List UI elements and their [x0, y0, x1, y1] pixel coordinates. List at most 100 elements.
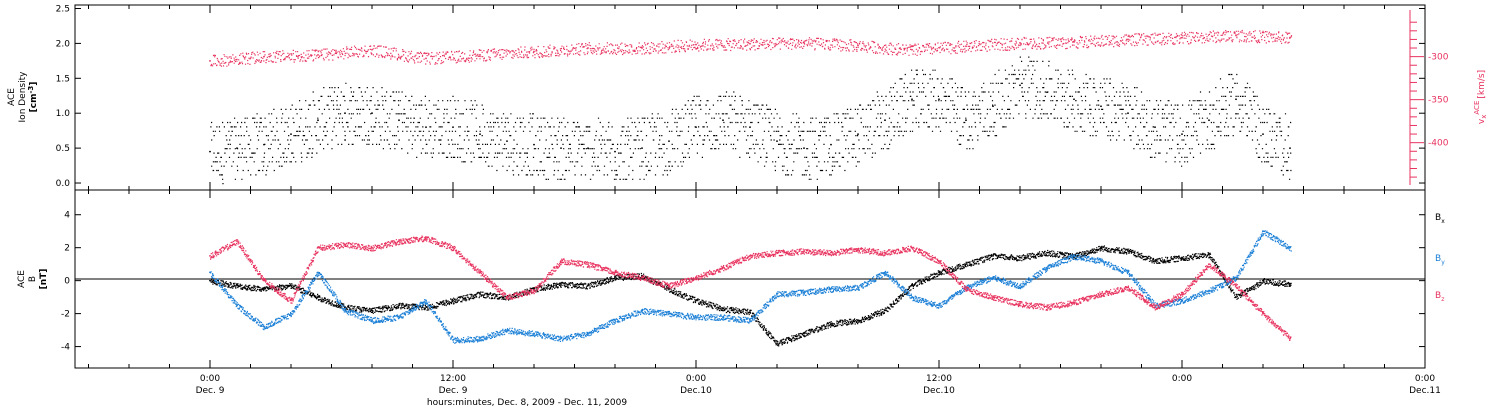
data-point-bx [371, 309, 373, 312]
data-point-density [1046, 91, 1048, 94]
data-point-bz [587, 263, 589, 266]
data-point-bz [938, 259, 940, 262]
series-density [209, 56, 1292, 185]
series-vx-points [210, 29, 1293, 67]
data-point-density [560, 147, 562, 150]
data-point-vx [911, 48, 913, 51]
data-point-bz [722, 266, 724, 269]
data-point-by [1073, 255, 1075, 257]
data-point-by [1235, 276, 1237, 279]
data-point-bx [911, 284, 913, 287]
data-point-by [641, 309, 643, 312]
data-point-bz [965, 287, 967, 290]
data-point-vx [857, 44, 859, 47]
data-point-bz [506, 296, 508, 299]
x-tick-time-label: 12:00 [440, 374, 466, 384]
data-point-vx [263, 55, 265, 58]
data-point-bz [317, 246, 319, 249]
data-point-density [425, 126, 427, 129]
data-point-by [911, 296, 913, 299]
data-point-by [506, 329, 508, 331]
series-bx [209, 245, 1292, 347]
data-series [209, 29, 1293, 347]
data-point-bz [992, 296, 994, 299]
data-point-bz [371, 246, 373, 249]
data-point-bx [425, 306, 427, 308]
data-point-bx [830, 322, 832, 325]
data-point-density [506, 140, 508, 143]
data-point-bx [587, 284, 589, 287]
data-point-density [1100, 105, 1102, 108]
data-point-by [587, 332, 589, 335]
vx-label-unit: [km/s] [1477, 70, 1487, 99]
data-point-bx [1208, 253, 1210, 256]
data-point-by [1289, 246, 1291, 249]
data-point-density [857, 133, 859, 136]
legend-bz-sub: z [1441, 296, 1444, 303]
data-point-density [911, 98, 913, 101]
series-vx [209, 29, 1293, 67]
data-point-bz [695, 276, 697, 279]
data-point-vx [1289, 36, 1291, 39]
b-ylabel-line2: B [28, 276, 38, 282]
data-point-density [776, 140, 778, 143]
data-point-by [452, 339, 454, 341]
data-point-density [668, 140, 670, 143]
data-point-bz [1046, 306, 1048, 308]
legend-bx: Bx [1435, 213, 1445, 225]
data-point-density [371, 112, 373, 115]
data-point-bz [344, 243, 346, 246]
data-point-density [749, 126, 751, 129]
data-point-by [209, 271, 211, 274]
data-point-bx [1046, 251, 1048, 254]
data-point-bz [290, 299, 292, 302]
data-point-vx [317, 54, 319, 56]
data-point-by [1181, 299, 1183, 302]
data-point-by [290, 312, 292, 315]
b-ytick-label: -4 [61, 343, 70, 353]
series-bz [209, 235, 1292, 341]
legend-bx-name: B [1435, 213, 1441, 223]
data-point-bz [1154, 306, 1156, 308]
data-point-bz [830, 251, 832, 254]
vx-label-sup: ACE [1473, 101, 1481, 115]
data-point-by [992, 276, 994, 279]
series-by-points [210, 230, 1292, 344]
data-point-by [236, 304, 238, 307]
data-point-bx [1019, 256, 1021, 259]
data-point-vx [641, 47, 643, 49]
data-point-bz [776, 251, 778, 254]
data-point-bx [857, 319, 859, 322]
b-ylabel-line1: ACE [17, 270, 27, 288]
data-point-by [1262, 230, 1264, 233]
x-tick-date-label: Dec. 9 [439, 386, 468, 396]
data-point-bx [1289, 283, 1291, 285]
data-point-density [236, 147, 238, 150]
data-point-bx [695, 299, 697, 302]
density-ylabel-unit: [cm-3] [27, 82, 39, 113]
data-point-bx [965, 263, 967, 266]
data-point-vx [371, 48, 373, 51]
data-point-bx [452, 299, 454, 302]
data-point-vx [1235, 34, 1237, 37]
data-point-density [209, 150, 211, 153]
vx-tick-label: -300 [1428, 53, 1449, 63]
data-point-by [695, 316, 697, 318]
data-point-vx [695, 43, 697, 46]
data-point-density [1208, 119, 1210, 122]
data-point-by [263, 325, 265, 328]
data-point-vx [1181, 36, 1183, 39]
data-point-density [1289, 147, 1291, 150]
legend-bx-sub: x [1441, 218, 1445, 225]
x-tick-time-label: 12:00 [926, 374, 952, 384]
data-point-by [533, 332, 535, 335]
data-point-by [1127, 271, 1129, 274]
data-point-bx [290, 284, 292, 287]
data-point-vx [587, 47, 589, 49]
data-point-by [803, 291, 805, 294]
data-point-bz [614, 271, 616, 274]
density-ytick-label: 2.0 [56, 39, 71, 49]
data-point-density [1235, 98, 1237, 101]
b-ytick-label: 2 [64, 244, 70, 254]
